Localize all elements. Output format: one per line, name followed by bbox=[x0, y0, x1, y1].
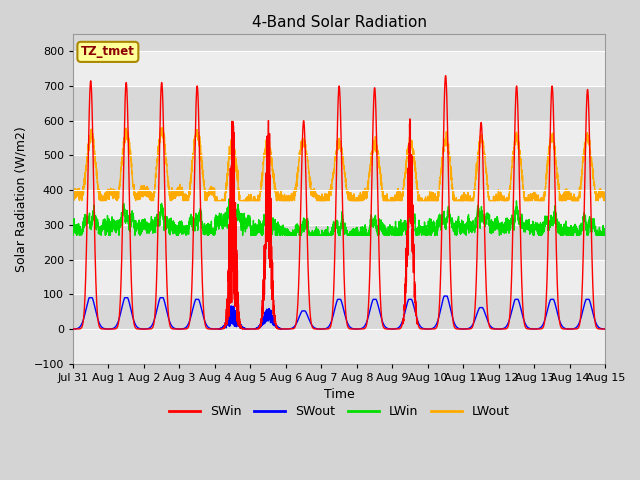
Text: TZ_tmet: TZ_tmet bbox=[81, 46, 135, 59]
Title: 4-Band Solar Radiation: 4-Band Solar Radiation bbox=[252, 15, 427, 30]
Bar bbox=[73, 260, 605, 294]
Bar bbox=[73, 156, 605, 190]
Bar bbox=[73, 86, 605, 121]
Bar bbox=[73, 51, 605, 86]
X-axis label: Time: Time bbox=[324, 388, 355, 401]
Bar bbox=[73, 121, 605, 156]
Bar bbox=[73, 190, 605, 225]
Bar bbox=[73, 329, 605, 364]
Bar bbox=[73, 225, 605, 260]
Bar bbox=[73, 294, 605, 329]
Y-axis label: Solar Radiation (W/m2): Solar Radiation (W/m2) bbox=[15, 126, 28, 272]
Legend: SWin, SWout, LWin, LWout: SWin, SWout, LWin, LWout bbox=[163, 400, 515, 423]
